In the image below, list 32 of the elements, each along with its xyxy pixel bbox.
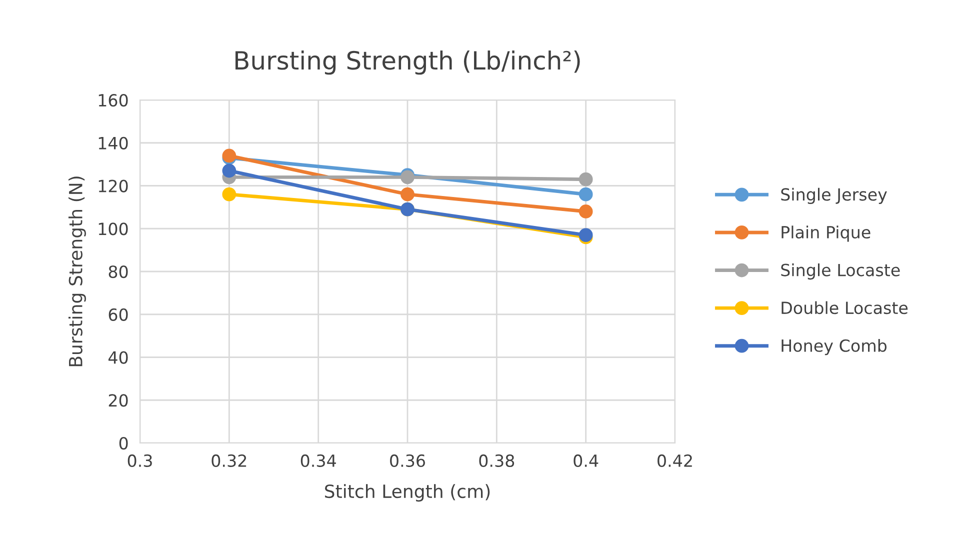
y-tick-label: 20 — [108, 394, 128, 407]
x-axis-title: Stitch Length (cm) — [325, 484, 490, 502]
x-tick-label: 0.42 — [658, 454, 692, 468]
y-tick-label: 160 — [98, 94, 128, 107]
x-tick-label: 0.34 — [300, 454, 336, 468]
point — [578, 187, 593, 202]
y-tick-label: 100 — [98, 222, 128, 236]
y-tick-label: 80 — [108, 265, 128, 278]
y-axis-title: Bursting Strength (N) — [68, 176, 86, 366]
legend-label: Double Locaste — [782, 301, 908, 314]
legend-label: Single Jersey — [781, 188, 887, 204]
y-tick-label: 60 — [108, 308, 128, 321]
point — [578, 204, 593, 218]
point — [400, 170, 414, 184]
legend-label: Honey Comb — [782, 339, 887, 356]
point — [578, 228, 593, 242]
point — [222, 164, 236, 178]
y-tick-label: 120 — [98, 180, 128, 192]
legend-label: Plain Pique — [782, 226, 870, 242]
chart-title: Bursting Strength (Lb/inch²) — [236, 50, 580, 75]
y-tick-label: 40 — [108, 351, 128, 364]
x-tick-label: 0.32 — [212, 454, 246, 468]
y-tick-label: 0 — [119, 436, 128, 450]
legend-label: Single Locaste — [781, 263, 900, 280]
point — [400, 187, 414, 202]
x-tick-label: 0.36 — [390, 454, 426, 468]
x-tick-label: 0.3 — [128, 454, 152, 468]
point — [222, 187, 236, 202]
x-tick-label: 0.4 — [574, 454, 598, 468]
y-tick-label: 140 — [98, 136, 128, 150]
x-tick-label: 0.38 — [479, 454, 514, 468]
point — [578, 172, 593, 186]
